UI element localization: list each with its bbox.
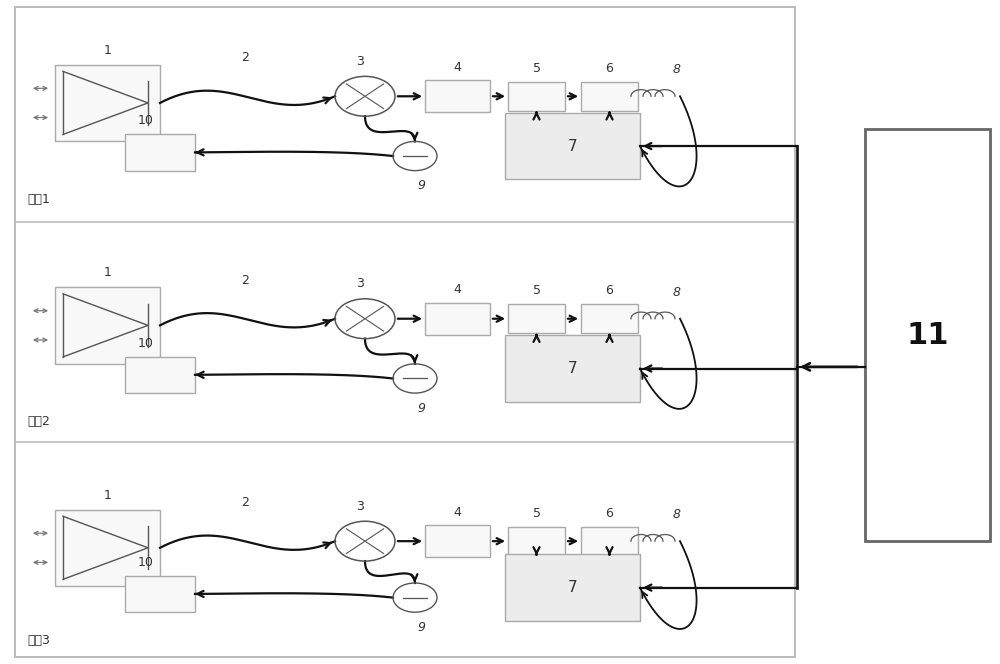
Bar: [505, 113, 640, 179]
Text: 6: 6: [606, 62, 613, 75]
Bar: [425, 525, 490, 557]
Text: 9: 9: [417, 402, 425, 415]
Bar: [125, 357, 195, 393]
Bar: [508, 304, 565, 333]
Text: 6: 6: [606, 284, 613, 297]
Text: 8: 8: [673, 286, 681, 299]
Bar: [55, 64, 160, 141]
Bar: [55, 287, 160, 363]
Bar: [425, 303, 490, 335]
Bar: [55, 510, 160, 586]
Text: 7: 7: [568, 580, 577, 595]
Bar: [581, 304, 638, 333]
Text: 1: 1: [104, 266, 111, 279]
Text: 5: 5: [532, 62, 540, 75]
Text: 10: 10: [138, 337, 154, 350]
Text: 8: 8: [673, 63, 681, 76]
Bar: [865, 129, 990, 541]
Text: 3: 3: [356, 277, 364, 290]
Text: 8: 8: [673, 508, 681, 521]
Bar: [15, 7, 795, 657]
Bar: [505, 554, 640, 621]
Text: 单元1: 单元1: [27, 193, 50, 206]
Text: 4: 4: [454, 505, 461, 519]
Text: 单元3: 单元3: [27, 634, 50, 647]
Text: 1: 1: [104, 489, 111, 502]
Bar: [581, 527, 638, 556]
Text: 6: 6: [606, 507, 613, 520]
Text: 9: 9: [417, 179, 425, 193]
Text: 4: 4: [454, 283, 461, 296]
Text: 2: 2: [241, 274, 249, 287]
Bar: [125, 576, 195, 612]
Text: 单元2: 单元2: [27, 415, 50, 428]
Text: 2: 2: [241, 51, 249, 64]
Text: 7: 7: [568, 139, 577, 153]
Bar: [425, 80, 490, 112]
Text: 11: 11: [906, 321, 949, 350]
Text: 3: 3: [356, 499, 364, 513]
Text: 5: 5: [532, 507, 540, 520]
Bar: [508, 82, 565, 111]
Text: 10: 10: [138, 556, 154, 569]
Text: 5: 5: [532, 284, 540, 297]
Text: 2: 2: [241, 496, 249, 509]
Text: 1: 1: [104, 44, 111, 57]
Text: 7: 7: [568, 361, 577, 376]
Bar: [581, 82, 638, 111]
Bar: [125, 134, 195, 171]
Bar: [508, 527, 565, 556]
Text: 10: 10: [138, 114, 154, 127]
Text: 3: 3: [356, 54, 364, 68]
Bar: [505, 335, 640, 402]
Text: 9: 9: [417, 621, 425, 634]
Text: 4: 4: [454, 60, 461, 74]
